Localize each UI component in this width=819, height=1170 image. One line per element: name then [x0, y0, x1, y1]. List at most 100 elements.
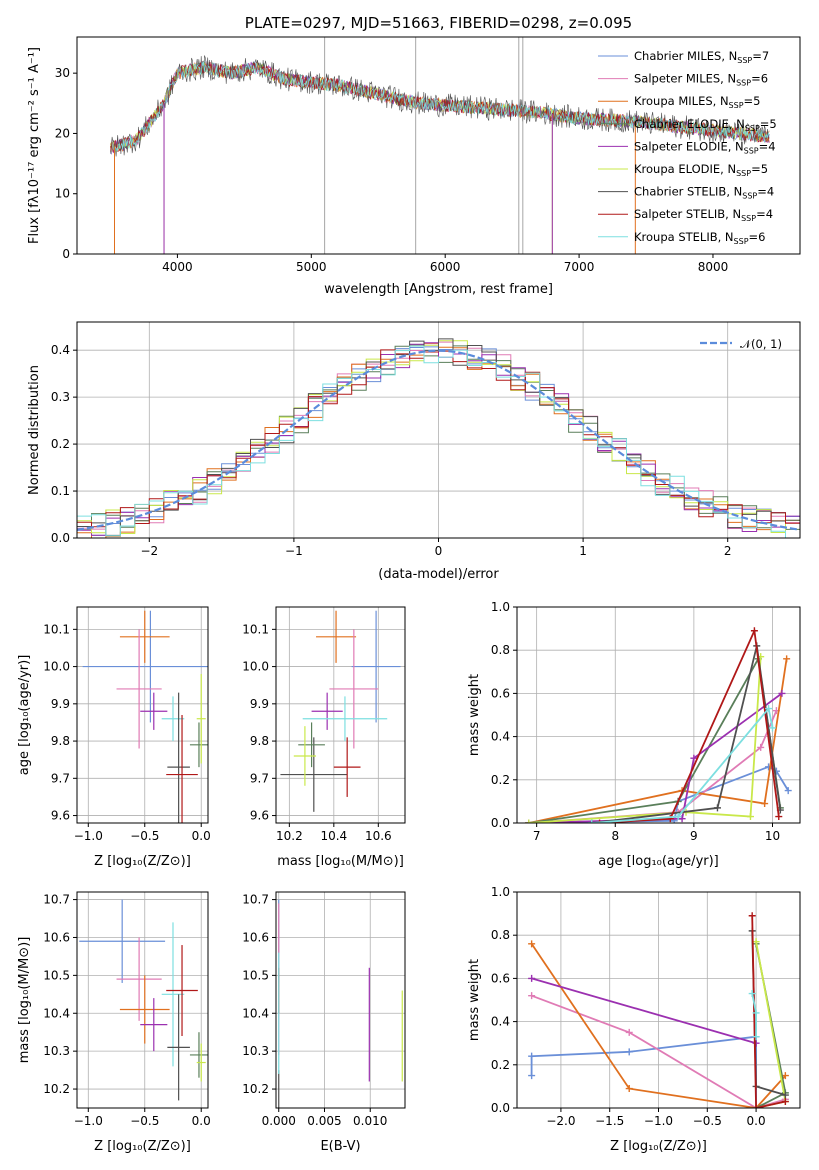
series-marker	[625, 1028, 633, 1036]
x-tick-label: 0.005	[307, 1114, 341, 1128]
series-marker	[674, 813, 682, 821]
series-marker	[750, 627, 758, 635]
series-line	[531, 994, 786, 1108]
legend-label-sub: SSP	[745, 124, 760, 133]
legend-label-eq: =6	[751, 72, 768, 86]
plot-frame	[76, 321, 801, 539]
legend-label-sub: SSP	[742, 192, 757, 201]
series-marker	[678, 815, 686, 823]
series-line	[599, 627, 780, 823]
legend-label: Kroupa ELODIE, NSSP=5	[634, 162, 768, 178]
y-tick-label: 0.3	[51, 390, 70, 404]
x-tick-label: −2	[140, 544, 158, 558]
series-marker	[528, 992, 536, 1000]
series-marker	[783, 655, 791, 663]
y-tick-label: 10.0	[43, 660, 70, 674]
data-point-kroupa_stelib	[161, 696, 185, 742]
x-tick-label: 7000	[564, 260, 595, 274]
y-tick-label: 0.2	[51, 437, 70, 451]
chart-age_vs_mass: 10.2 10.4 10.6 9.6 9.7 9.8 9.9 10.0 10.1 mass [lo…	[242, 606, 406, 869]
y-axis-label: Flux [fλ10⁻¹⁷ erg cm⁻² s⁻¹ A⁻¹]	[27, 47, 42, 244]
series-line	[528, 658, 788, 823]
y-tick-label: 9.7	[51, 771, 70, 785]
legend-label-eq: =5	[760, 117, 777, 131]
y-tick-label: 10.5	[43, 968, 70, 982]
series-line	[591, 645, 782, 823]
series-marker	[781, 1072, 789, 1080]
x-tick-label: −2.0	[546, 1114, 575, 1128]
series-line	[528, 710, 778, 823]
x-tick-label: 10	[765, 829, 780, 843]
x-tick-label: 10.6	[365, 829, 392, 843]
y-tick-label: 10.0	[242, 660, 269, 674]
legend-label: Chabrier STELIB, NSSP=4	[634, 185, 774, 201]
y-tick-label: 10.3	[242, 1044, 269, 1058]
series-line	[528, 692, 783, 823]
data-point-chabrier_stelib	[167, 994, 190, 1101]
legend-label-text: Chabrier ELODIE, N	[634, 117, 745, 131]
data-point-chabrier_stelib	[280, 737, 348, 812]
x-tick-label: 10.4	[320, 829, 347, 843]
y-tick-label: 9.8	[51, 734, 70, 748]
legend-label-sub: SSP	[734, 237, 749, 246]
series-marker	[690, 754, 698, 762]
series-line	[751, 915, 786, 1108]
x-tick-label: 8000	[698, 260, 729, 274]
x-tick-label: −0.5	[693, 1114, 722, 1128]
series-marker	[781, 1098, 789, 1106]
y-tick-label: 0.4	[491, 730, 510, 744]
series-marker	[588, 819, 596, 823]
y-tick-label: 10	[55, 187, 70, 201]
chart-title: PLATE=0297, MJD=51663, FIBERID=0298, z=0…	[245, 14, 632, 32]
y-tick-label: 9.8	[250, 734, 269, 748]
x-tick-label: −1.5	[595, 1114, 624, 1128]
error-bars	[82, 610, 208, 823]
data-point-salpeter_miles	[329, 629, 379, 749]
chart-weight_vs_age: 7 8 9 10 0.0 0.2 0.4 0.6 0.8 1.0 age [log₁₀(age/yr…	[467, 600, 801, 869]
series-line	[531, 977, 757, 1045]
x-tick-label: −0.5	[130, 829, 159, 843]
gaussian-curve	[77, 349, 800, 531]
y-tick-label: 10.1	[43, 622, 70, 636]
y-tick-label: 0.2	[491, 773, 510, 787]
y-tick-label: 0.6	[491, 971, 510, 985]
x-axis-label: Z [log₁₀(Z/Z⊙)]	[94, 854, 191, 869]
y-tick-label: 10.5	[242, 968, 269, 982]
y-axis-label: Normed distribution	[27, 365, 42, 495]
series-line	[530, 943, 787, 1108]
y-tick-label: 0.6	[491, 686, 510, 700]
y-tick-label: 9.7	[250, 771, 269, 785]
x-tick-label: −1.0	[644, 1114, 673, 1128]
y-tick-label: 0.4	[491, 1015, 510, 1029]
legend-label-sub: SSP	[737, 56, 752, 65]
chart-weight_vs_Z: −2.0 −1.5 −1.0 −0.5 0.0 0.0 0.2 0.4 0.6 0.8 1.0 Z […	[467, 885, 801, 1154]
legend-label-text: Salpeter MILES, N	[634, 72, 736, 86]
legend-label-text: Salpeter STELIB, N	[634, 207, 741, 221]
data-point-kroupa_elodie	[196, 1043, 206, 1082]
data-point-chabrier_miles	[351, 610, 401, 723]
legend-label-text: Chabrier STELIB, N	[634, 185, 742, 199]
legend-label-sub: SSP	[744, 146, 759, 155]
x-axis-label: Z [log₁₀(Z/Z⊙)]	[610, 1139, 707, 1154]
data-point-kroupa_miles	[119, 610, 170, 663]
legend-label: Kroupa STELIB, NSSP=6	[634, 230, 765, 246]
legend-label-text: Chabrier MILES, N	[634, 49, 737, 63]
legend-label-eq: =4	[757, 185, 774, 199]
data-point-chabrier_miles	[82, 610, 208, 723]
y-axis-label: mass weight	[467, 959, 482, 1041]
x-tick-label: 5000	[296, 260, 327, 274]
series-chabrier_miles	[528, 1033, 760, 1108]
data-point-kroupa_miles	[119, 975, 170, 1044]
series-kroupa_elodie	[525, 653, 765, 823]
data-point-salpeter_stelib	[166, 715, 198, 823]
y-tick-label: 20	[55, 126, 70, 140]
y-tick-label: 10.1	[242, 622, 269, 636]
x-tick-label: 9	[690, 829, 698, 843]
x-tick-label: 0.010	[353, 1114, 387, 1128]
series-marker	[752, 1009, 760, 1017]
series-marker	[765, 705, 773, 713]
chart-mass_vs_ebv: 0.000 0.005 0.010 10.2 10.3 10.4 10.5 10.6 10.7 E…	[242, 891, 406, 1154]
x-tick-label: 6000	[430, 260, 461, 274]
y-tick-label: 10.7	[43, 893, 70, 907]
series-marker	[748, 912, 756, 920]
